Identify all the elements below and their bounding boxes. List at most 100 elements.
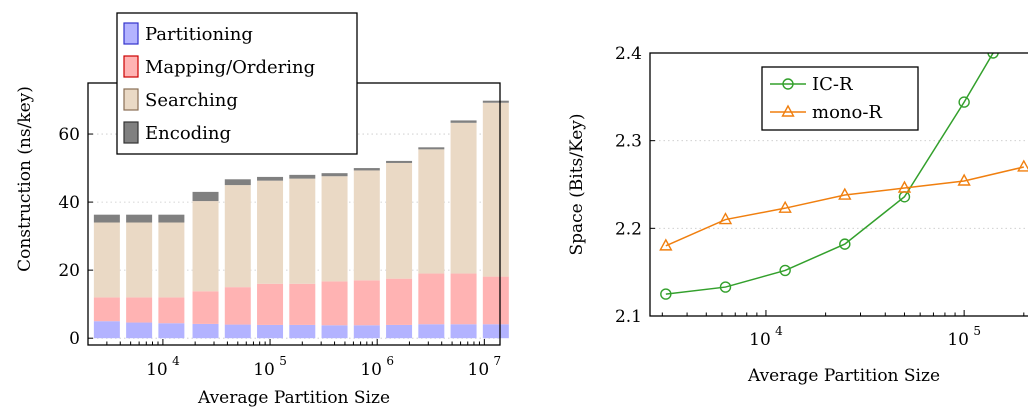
bar-segment-searching [418, 149, 445, 274]
bar-segment-mapping-ordering [321, 281, 348, 326]
point-mono-r [897, 180, 912, 193]
left-y-tick-label: 0 [69, 329, 80, 349]
bar-segment-partitioning [192, 323, 219, 339]
legend-marker-mono-r [781, 104, 795, 117]
legend-label: IC-R [812, 74, 853, 95]
bar-segment-encoding [126, 214, 153, 223]
point-mono-r [1017, 159, 1028, 172]
series-line-ic-r [665, 53, 994, 295]
right-plot-frame [649, 52, 1028, 317]
bar-segment-encoding [192, 191, 219, 202]
bar-segment-encoding [321, 173, 348, 177]
bar-segment-encoding [418, 147, 445, 150]
bar-segment-partitioning [126, 322, 153, 339]
legend-label: Partitioning [145, 24, 253, 45]
bar-segment-partitioning [321, 325, 348, 339]
bar-segment-mapping-ordering [126, 297, 153, 323]
right-y-tick-label: 2.1 [615, 307, 642, 327]
legend-swatch-partitioning [123, 22, 139, 45]
bar-segment-searching [126, 222, 153, 298]
bar-segment-partitioning [353, 325, 380, 339]
legend-label: Encoding [145, 123, 231, 144]
bar-segment-mapping-ordering [450, 273, 477, 325]
bar-segment-encoding [450, 120, 477, 123]
bar-segment-mapping-ordering [353, 280, 380, 326]
right-x-tick-exponent: 5 [973, 324, 981, 338]
bar-segment-mapping-ordering [158, 297, 185, 324]
bar-segment-mapping-ordering [257, 283, 284, 325]
right-x-tick-exponent: 4 [775, 324, 783, 338]
bar-segment-searching [158, 222, 185, 298]
point-ic-r [987, 53, 999, 59]
right-lines [659, 53, 1028, 300]
space-chart: 2.1 2.2 2.3 2.4 10 4 10 5 Average Partition Siz… [567, 44, 1028, 386]
bar-segment-partitioning [257, 324, 284, 339]
left-x-tick-exponent: 6 [386, 354, 394, 368]
bar-segment-partitioning [158, 323, 185, 339]
bar-segment-partitioning [224, 324, 251, 339]
point-mono-r [718, 212, 733, 225]
legend-swatch-mapping-ordering [123, 55, 139, 78]
point-ic-r [958, 96, 970, 108]
legend-label: Mapping/Ordering [145, 57, 315, 78]
construction-chart: 0 20 40 60 10 4 10 5 10 6 10 7 Average Partition Si… [15, 12, 509, 408]
point-mono-r [659, 238, 673, 251]
bar-segment-mapping-ordering [224, 287, 251, 325]
series-line-mono-r [665, 166, 1024, 247]
bar-segment-mapping-ordering [192, 291, 219, 324]
right-y-tick-label: 2.4 [615, 44, 642, 64]
left-x-tick-label: 10 [360, 360, 382, 380]
bar-segment-searching [93, 222, 120, 298]
point-mono-r [957, 173, 971, 186]
bar-segment-partitioning [289, 324, 316, 339]
left-x-tick-exponent: 4 [172, 354, 180, 368]
bar-segment-encoding [386, 160, 413, 163]
bar-segment-mapping-ordering [93, 297, 120, 322]
bar-segment-partitioning [482, 324, 509, 339]
bar-segment-mapping-ordering [482, 276, 509, 325]
bar-segment-searching [450, 122, 477, 274]
bar-segment-encoding [224, 179, 251, 186]
right-legend-box [761, 66, 919, 131]
point-ic-r [719, 281, 732, 293]
left-x-tick-exponent: 7 [494, 354, 502, 368]
bar-segment-mapping-ordering [386, 278, 413, 325]
left-y-axis-label: Construction (ns/key) [15, 86, 35, 272]
bar-segment-searching [224, 185, 251, 288]
legend-swatch-searching [123, 88, 139, 111]
bar-segment-mapping-ordering [418, 273, 445, 325]
bar-segment-encoding [289, 174, 316, 179]
left-y-tick-label: 40 [58, 193, 80, 213]
left-y-tick-label: 60 [58, 125, 80, 145]
right-y-tick-label: 2.2 [615, 219, 642, 239]
left-x-tick-exponent: 5 [279, 354, 287, 368]
point-ic-r [779, 264, 791, 277]
bar-segment-searching [386, 162, 413, 279]
right-y-axis-label: Space (Bits/Key) [567, 113, 587, 255]
right-y-tick-label: 2.3 [615, 132, 642, 152]
left-bars [93, 100, 509, 339]
left-legend-box [116, 12, 358, 155]
legend-marker-ic-r [782, 78, 794, 90]
left-x-tick-label: 10 [468, 360, 490, 380]
right-x-tick-label: 10 [947, 330, 969, 350]
point-ic-r [660, 288, 672, 300]
legend-label: mono-R [812, 102, 882, 123]
bar-segment-partitioning [386, 324, 413, 339]
bar-segment-searching [257, 180, 284, 284]
bar-segment-searching [482, 102, 509, 277]
bar-segment-searching [321, 176, 348, 282]
legend-swatch-encoding [123, 121, 139, 144]
bar-segment-encoding [158, 214, 185, 223]
left-y-tick-label: 20 [58, 261, 80, 281]
left-x-axis-label: Average Partition Size [197, 388, 390, 408]
bar-segment-searching [353, 170, 380, 281]
bar-segment-encoding [482, 100, 509, 103]
left-axes: 0 20 40 60 10 4 10 5 10 6 10 7 [58, 125, 501, 380]
right-x-axis-label: Average Partition Size [747, 366, 940, 386]
right-axes: 2.1 2.2 2.3 2.4 10 4 10 5 [615, 44, 1025, 350]
bar-segment-searching [289, 178, 316, 284]
point-mono-r [838, 187, 852, 200]
legend-label: Searching [145, 90, 238, 111]
bar-segment-mapping-ordering [289, 283, 316, 325]
